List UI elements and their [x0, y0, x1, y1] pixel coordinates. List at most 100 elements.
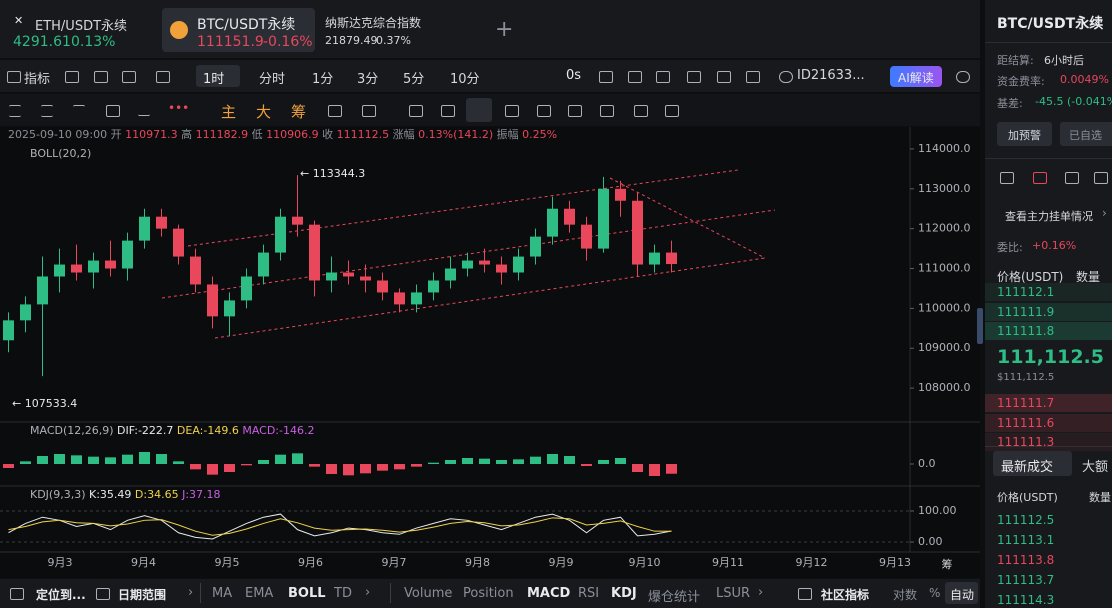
- x-tick-label: 9月10: [629, 556, 661, 569]
- seconds[interactable]: 0s: [566, 68, 582, 83]
- icon[interactable]: [1033, 172, 1047, 184]
- icon[interactable]: [328, 105, 342, 117]
- sub-indicator[interactable]: Volume: [404, 586, 453, 601]
- ai-button[interactable]: [890, 66, 942, 87]
- candle-body: [71, 264, 82, 273]
- sub-indicator[interactable]: LSUR: [716, 586, 751, 601]
- community[interactable]: 社区指标: [821, 588, 870, 602]
- auto-scale[interactable]: 自动: [950, 588, 975, 602]
- icon[interactable]: [7, 71, 21, 83]
- tab-symbol[interactable]: 纳斯达克综合指数: [325, 16, 422, 30]
- icon[interactable]: [409, 105, 423, 117]
- interval[interactable]: 5分: [403, 72, 425, 87]
- icon[interactable]: [656, 71, 670, 83]
- sub-indicator[interactable]: RSI: [578, 586, 600, 601]
- tab-symbol[interactable]: ETH/USDT永续: [35, 19, 128, 34]
- icon[interactable]: [600, 105, 614, 117]
- icon[interactable]: [568, 105, 582, 117]
- trend-line: [214, 257, 766, 339]
- icon[interactable]: [717, 71, 731, 83]
- icon[interactable]: [1094, 172, 1108, 184]
- splitter[interactable]: [977, 308, 983, 344]
- trade-tab[interactable]: 最新成交: [1001, 460, 1054, 475]
- icon[interactable]: [687, 71, 701, 83]
- chevron[interactable]: ›: [758, 585, 764, 600]
- icon[interactable]: [665, 105, 679, 117]
- candle-body: [173, 228, 184, 257]
- corner-label[interactable]: 筹: [942, 557, 953, 571]
- indicator-label: BOLL(20,2): [30, 147, 91, 160]
- icon[interactable]: [96, 588, 110, 600]
- tool[interactable]: 筹: [291, 103, 307, 121]
- interval[interactable]: 分时: [259, 72, 286, 87]
- icon[interactable]: [106, 105, 120, 117]
- icon[interactable]: [779, 71, 793, 83]
- percent-scale[interactable]: %: [929, 586, 941, 600]
- icon[interactable]: [628, 71, 642, 83]
- icon[interactable]: [10, 588, 24, 600]
- icon[interactable]: •••: [168, 101, 190, 115]
- main-indicator[interactable]: MA: [212, 586, 233, 601]
- chevron[interactable]: ›: [365, 585, 371, 600]
- sub-indicator[interactable]: Position: [463, 586, 514, 601]
- log-scale[interactable]: 对数: [893, 588, 918, 602]
- tab-bg[interactable]: [993, 451, 1072, 476]
- account[interactable]: ID21633...: [797, 68, 865, 83]
- indicators-button[interactable]: 指标: [24, 72, 51, 87]
- locate[interactable]: 定位到...: [36, 588, 86, 602]
- add-tab[interactable]: +: [495, 17, 514, 42]
- sub-indicator[interactable]: KDJ: [611, 586, 637, 601]
- candle-body: [292, 216, 303, 225]
- icon[interactable]: [798, 588, 812, 600]
- icon[interactable]: [73, 105, 85, 116]
- tool[interactable]: 主: [221, 103, 237, 121]
- trade-tab[interactable]: 大额: [1082, 460, 1109, 475]
- macd-title: MACD(12,26,9) DIF:-222.7 DEA:-149.6 MACD…: [30, 424, 314, 437]
- tab-symbol[interactable]: BTC/USDT永续: [197, 17, 296, 33]
- button[interactable]: 已自选: [1069, 129, 1102, 142]
- depth-link[interactable]: 查看主力挂单情况: [1005, 210, 1093, 223]
- interval[interactable]: 3分: [357, 72, 379, 87]
- bid-row-bg: [985, 322, 1112, 340]
- interval[interactable]: 1时: [203, 72, 225, 87]
- button[interactable]: 加预警: [1008, 129, 1041, 142]
- icon[interactable]: [362, 105, 376, 117]
- icon[interactable]: [1065, 172, 1079, 184]
- icon[interactable]: [505, 105, 519, 117]
- button-bg[interactable]: [997, 122, 1052, 146]
- main-indicator[interactable]: BOLL: [288, 586, 326, 601]
- interval[interactable]: 10分: [450, 72, 480, 87]
- icon[interactable]: [156, 71, 170, 83]
- icon[interactable]: [9, 105, 21, 117]
- chevron[interactable]: ›: [188, 585, 194, 600]
- date-range[interactable]: 日期范围: [118, 588, 167, 602]
- icon[interactable]: [441, 105, 455, 117]
- tool[interactable]: 大: [256, 103, 272, 121]
- macd-bar: [598, 460, 609, 464]
- sub-indicator[interactable]: 爆仓统计: [648, 590, 701, 605]
- icon[interactable]: [1000, 172, 1014, 184]
- tool-active[interactable]: [466, 98, 492, 122]
- auto-bg[interactable]: [945, 582, 978, 604]
- icon[interactable]: [138, 105, 150, 116]
- divider: [985, 42, 1112, 43]
- icon[interactable]: [537, 105, 551, 117]
- sub-indicator[interactable]: MACD: [527, 586, 571, 601]
- macd-bar: [207, 464, 218, 475]
- icon[interactable]: [634, 105, 648, 117]
- icon[interactable]: [41, 105, 53, 117]
- tab-icon: ✕: [14, 14, 24, 27]
- interval-active[interactable]: [196, 65, 240, 87]
- share-icon[interactable]: [956, 71, 970, 83]
- button-bg[interactable]: [1060, 122, 1112, 146]
- icon[interactable]: [746, 71, 760, 83]
- main-indicator[interactable]: TD: [334, 586, 352, 601]
- icon[interactable]: [65, 71, 79, 83]
- icon[interactable]: [599, 71, 613, 83]
- ai-label[interactable]: AI解读: [898, 71, 934, 85]
- info-label: 高: [181, 127, 192, 141]
- main-indicator[interactable]: EMA: [245, 586, 274, 601]
- icon[interactable]: [122, 71, 136, 83]
- interval[interactable]: 1分: [312, 72, 334, 87]
- icon[interactable]: [94, 71, 108, 83]
